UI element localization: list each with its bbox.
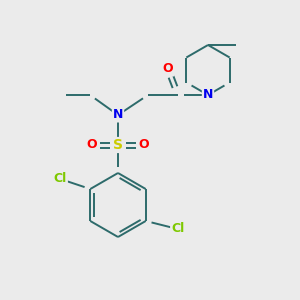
- Text: O: O: [139, 139, 149, 152]
- Text: N: N: [203, 88, 213, 101]
- Text: S: S: [113, 138, 123, 152]
- Text: Cl: Cl: [171, 223, 184, 236]
- Text: O: O: [163, 62, 173, 76]
- Text: Cl: Cl: [54, 172, 67, 185]
- Text: O: O: [87, 139, 97, 152]
- Text: N: N: [113, 109, 123, 122]
